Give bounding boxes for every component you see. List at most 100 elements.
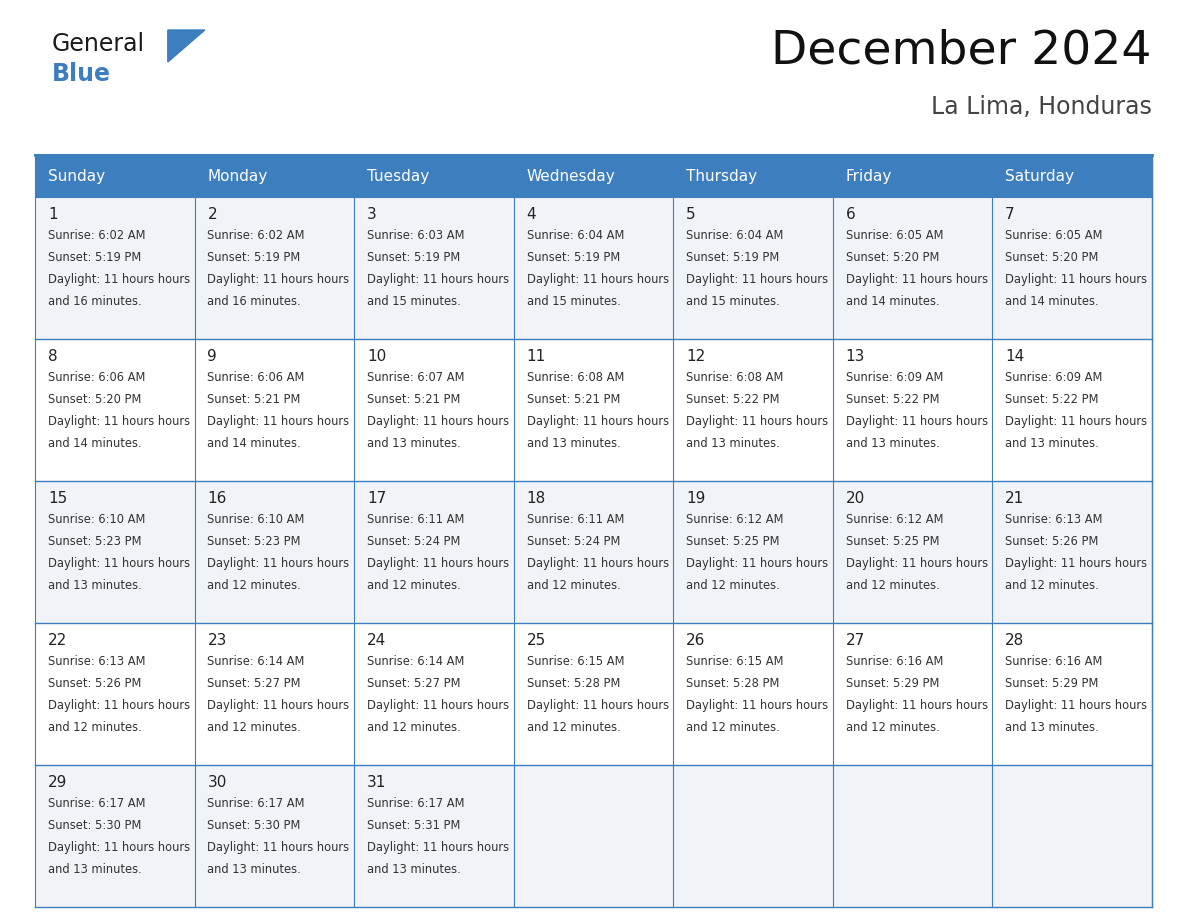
Text: Sunset: 5:27 PM: Sunset: 5:27 PM bbox=[367, 677, 461, 690]
Text: Daylight: 11 hours hours: Daylight: 11 hours hours bbox=[48, 273, 190, 286]
Text: Sunrise: 6:04 AM: Sunrise: 6:04 AM bbox=[526, 229, 624, 242]
Text: Sunrise: 6:02 AM: Sunrise: 6:02 AM bbox=[48, 229, 145, 242]
Text: and 12 minutes.: and 12 minutes. bbox=[48, 721, 141, 734]
Text: 6: 6 bbox=[846, 207, 855, 222]
Text: Daylight: 11 hours hours: Daylight: 11 hours hours bbox=[208, 415, 349, 428]
Text: 31: 31 bbox=[367, 775, 386, 790]
Text: Daylight: 11 hours hours: Daylight: 11 hours hours bbox=[48, 841, 190, 854]
Text: and 12 minutes.: and 12 minutes. bbox=[208, 721, 302, 734]
Text: Daylight: 11 hours hours: Daylight: 11 hours hours bbox=[208, 557, 349, 570]
Text: Daylight: 11 hours hours: Daylight: 11 hours hours bbox=[526, 557, 669, 570]
Text: Daylight: 11 hours hours: Daylight: 11 hours hours bbox=[846, 557, 987, 570]
Text: Daylight: 11 hours hours: Daylight: 11 hours hours bbox=[367, 557, 510, 570]
Text: and 12 minutes.: and 12 minutes. bbox=[687, 579, 779, 592]
Text: Saturday: Saturday bbox=[1005, 169, 1074, 184]
Text: Sunrise: 6:04 AM: Sunrise: 6:04 AM bbox=[687, 229, 783, 242]
Text: Sunset: 5:28 PM: Sunset: 5:28 PM bbox=[687, 677, 779, 690]
Text: and 15 minutes.: and 15 minutes. bbox=[367, 295, 461, 308]
Text: Sunrise: 6:15 AM: Sunrise: 6:15 AM bbox=[526, 655, 624, 668]
Text: Daylight: 11 hours hours: Daylight: 11 hours hours bbox=[208, 699, 349, 712]
Text: 14: 14 bbox=[1005, 349, 1024, 364]
Text: Sunrise: 6:10 AM: Sunrise: 6:10 AM bbox=[48, 513, 145, 526]
Text: and 13 minutes.: and 13 minutes. bbox=[526, 437, 620, 450]
Text: Daylight: 11 hours hours: Daylight: 11 hours hours bbox=[1005, 273, 1148, 286]
Text: Daylight: 11 hours hours: Daylight: 11 hours hours bbox=[1005, 415, 1148, 428]
Text: and 13 minutes.: and 13 minutes. bbox=[208, 863, 302, 876]
Text: and 13 minutes.: and 13 minutes. bbox=[1005, 721, 1099, 734]
Text: Daylight: 11 hours hours: Daylight: 11 hours hours bbox=[526, 699, 669, 712]
Text: and 15 minutes.: and 15 minutes. bbox=[687, 295, 779, 308]
Text: 3: 3 bbox=[367, 207, 377, 222]
Text: Daylight: 11 hours hours: Daylight: 11 hours hours bbox=[208, 273, 349, 286]
Text: Sunset: 5:19 PM: Sunset: 5:19 PM bbox=[367, 251, 460, 264]
Text: Sunset: 5:31 PM: Sunset: 5:31 PM bbox=[367, 819, 461, 832]
Text: 16: 16 bbox=[208, 491, 227, 506]
Text: Daylight: 11 hours hours: Daylight: 11 hours hours bbox=[526, 273, 669, 286]
Text: Sunrise: 6:05 AM: Sunrise: 6:05 AM bbox=[1005, 229, 1102, 242]
Text: and 14 minutes.: and 14 minutes. bbox=[1005, 295, 1099, 308]
Text: Daylight: 11 hours hours: Daylight: 11 hours hours bbox=[367, 273, 510, 286]
Text: Sunset: 5:30 PM: Sunset: 5:30 PM bbox=[208, 819, 301, 832]
Text: Sunset: 5:24 PM: Sunset: 5:24 PM bbox=[367, 535, 461, 548]
Text: 24: 24 bbox=[367, 633, 386, 648]
Text: Sunset: 5:23 PM: Sunset: 5:23 PM bbox=[208, 535, 301, 548]
Text: and 13 minutes.: and 13 minutes. bbox=[687, 437, 779, 450]
Text: 9: 9 bbox=[208, 349, 217, 364]
FancyBboxPatch shape bbox=[34, 155, 1151, 197]
Text: 18: 18 bbox=[526, 491, 545, 506]
Text: and 14 minutes.: and 14 minutes. bbox=[208, 437, 301, 450]
Text: Sunrise: 6:03 AM: Sunrise: 6:03 AM bbox=[367, 229, 465, 242]
Text: Friday: Friday bbox=[846, 169, 892, 184]
Text: Sunset: 5:26 PM: Sunset: 5:26 PM bbox=[48, 677, 141, 690]
Text: 10: 10 bbox=[367, 349, 386, 364]
Text: Daylight: 11 hours hours: Daylight: 11 hours hours bbox=[367, 699, 510, 712]
Polygon shape bbox=[168, 30, 204, 62]
Text: 21: 21 bbox=[1005, 491, 1024, 506]
Text: Sunrise: 6:09 AM: Sunrise: 6:09 AM bbox=[846, 371, 943, 384]
Text: Daylight: 11 hours hours: Daylight: 11 hours hours bbox=[208, 841, 349, 854]
Text: Sunset: 5:21 PM: Sunset: 5:21 PM bbox=[208, 393, 301, 406]
Text: Daylight: 11 hours hours: Daylight: 11 hours hours bbox=[687, 557, 828, 570]
Text: Sunset: 5:23 PM: Sunset: 5:23 PM bbox=[48, 535, 141, 548]
Text: Daylight: 11 hours hours: Daylight: 11 hours hours bbox=[687, 273, 828, 286]
Text: and 12 minutes.: and 12 minutes. bbox=[208, 579, 302, 592]
Text: 2: 2 bbox=[208, 207, 217, 222]
Text: 7: 7 bbox=[1005, 207, 1015, 222]
Text: and 12 minutes.: and 12 minutes. bbox=[1005, 579, 1099, 592]
Text: Daylight: 11 hours hours: Daylight: 11 hours hours bbox=[846, 273, 987, 286]
Text: Sunrise: 6:08 AM: Sunrise: 6:08 AM bbox=[526, 371, 624, 384]
Text: Sunrise: 6:17 AM: Sunrise: 6:17 AM bbox=[208, 797, 305, 810]
Text: 12: 12 bbox=[687, 349, 706, 364]
Text: Sunrise: 6:12 AM: Sunrise: 6:12 AM bbox=[687, 513, 784, 526]
Text: Daylight: 11 hours hours: Daylight: 11 hours hours bbox=[526, 415, 669, 428]
FancyBboxPatch shape bbox=[34, 197, 1151, 339]
Text: and 13 minutes.: and 13 minutes. bbox=[367, 863, 461, 876]
Text: Sunset: 5:27 PM: Sunset: 5:27 PM bbox=[208, 677, 301, 690]
Text: December 2024: December 2024 bbox=[771, 28, 1151, 73]
Text: Sunset: 5:24 PM: Sunset: 5:24 PM bbox=[526, 535, 620, 548]
Text: Sunset: 5:19 PM: Sunset: 5:19 PM bbox=[208, 251, 301, 264]
Text: Sunset: 5:20 PM: Sunset: 5:20 PM bbox=[1005, 251, 1099, 264]
Text: Sunrise: 6:17 AM: Sunrise: 6:17 AM bbox=[367, 797, 465, 810]
Text: Sunset: 5:30 PM: Sunset: 5:30 PM bbox=[48, 819, 141, 832]
Text: 27: 27 bbox=[846, 633, 865, 648]
Text: Sunrise: 6:17 AM: Sunrise: 6:17 AM bbox=[48, 797, 145, 810]
Text: Sunrise: 6:13 AM: Sunrise: 6:13 AM bbox=[1005, 513, 1102, 526]
Text: Sunday: Sunday bbox=[48, 169, 105, 184]
Text: 17: 17 bbox=[367, 491, 386, 506]
Text: 22: 22 bbox=[48, 633, 68, 648]
Text: and 13 minutes.: and 13 minutes. bbox=[846, 437, 940, 450]
Text: Sunset: 5:25 PM: Sunset: 5:25 PM bbox=[687, 535, 779, 548]
Text: Sunset: 5:19 PM: Sunset: 5:19 PM bbox=[687, 251, 779, 264]
Text: 13: 13 bbox=[846, 349, 865, 364]
Text: Sunset: 5:20 PM: Sunset: 5:20 PM bbox=[846, 251, 939, 264]
Text: 30: 30 bbox=[208, 775, 227, 790]
Text: Sunset: 5:20 PM: Sunset: 5:20 PM bbox=[48, 393, 141, 406]
Text: 26: 26 bbox=[687, 633, 706, 648]
Text: Daylight: 11 hours hours: Daylight: 11 hours hours bbox=[48, 557, 190, 570]
Text: Daylight: 11 hours hours: Daylight: 11 hours hours bbox=[846, 699, 987, 712]
Text: 5: 5 bbox=[687, 207, 696, 222]
Text: Daylight: 11 hours hours: Daylight: 11 hours hours bbox=[367, 841, 510, 854]
FancyBboxPatch shape bbox=[34, 481, 1151, 623]
Text: Daylight: 11 hours hours: Daylight: 11 hours hours bbox=[367, 415, 510, 428]
